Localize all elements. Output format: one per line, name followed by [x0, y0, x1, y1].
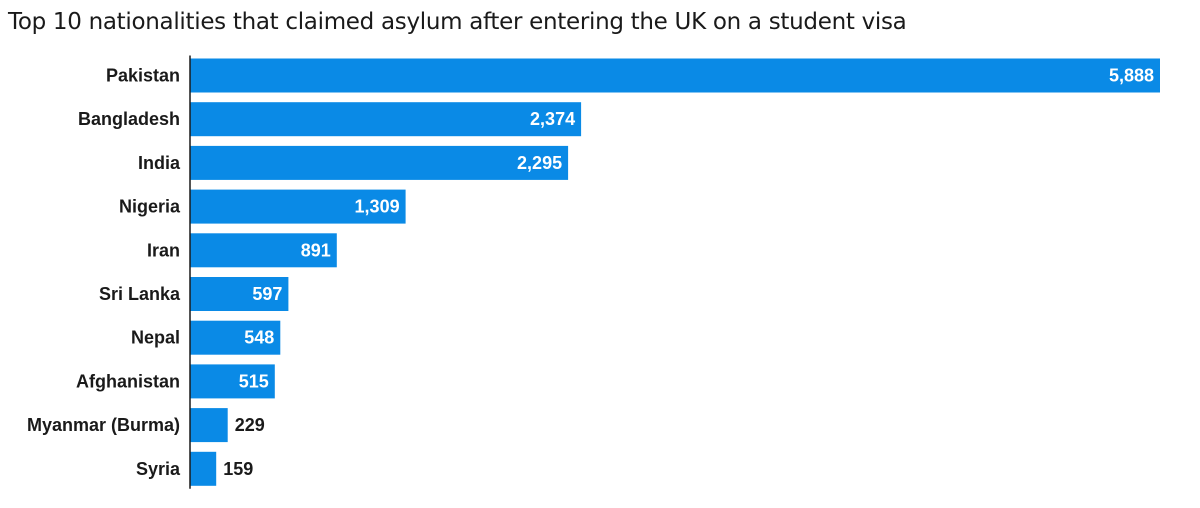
- bar-nigeria: [190, 189, 406, 224]
- value-label-bangladesh: 2,374: [530, 109, 575, 129]
- bar-nepal: [190, 320, 281, 355]
- category-label-india: India: [138, 153, 181, 173]
- bar-pakistan: [190, 58, 1160, 93]
- bar-sri-lanka: [190, 277, 289, 311]
- chart-title: Top 10 nationalities that claimed asylum…: [8, 9, 907, 35]
- value-label-nigeria: 1,309: [355, 197, 400, 217]
- bar-india: [190, 145, 569, 180]
- bar-afghanistan: [190, 364, 275, 399]
- bar-myanmar-burma: [190, 408, 228, 443]
- category-label-syria: Syria: [136, 459, 181, 479]
- bar-iran: [190, 233, 337, 268]
- value-label-iran: 891: [301, 240, 331, 260]
- category-label-afghanistan: Afghanistan: [76, 371, 180, 391]
- category-label-sri-lanka: Sri Lanka: [99, 284, 181, 304]
- value-label-syria: 159: [223, 459, 253, 479]
- category-label-nigeria: Nigeria: [119, 197, 181, 217]
- value-label-nepal: 548: [244, 328, 274, 348]
- bar-syria: [190, 451, 217, 486]
- category-label-iran: Iran: [147, 240, 180, 260]
- value-label-sri-lanka: 597: [252, 284, 282, 304]
- category-label-bangladesh: Bangladesh: [78, 109, 180, 129]
- value-label-myanmar-burma: 229: [235, 415, 265, 435]
- value-label-india: 2,295: [517, 153, 562, 173]
- value-label-afghanistan: 515: [239, 371, 269, 391]
- category-label-nepal: Nepal: [131, 328, 180, 348]
- category-label-pakistan: Pakistan: [106, 66, 180, 86]
- bar-bangladesh: [190, 102, 582, 137]
- category-label-myanmar-burma: Myanmar (Burma): [27, 415, 180, 435]
- value-label-pakistan: 5,888: [1109, 66, 1154, 86]
